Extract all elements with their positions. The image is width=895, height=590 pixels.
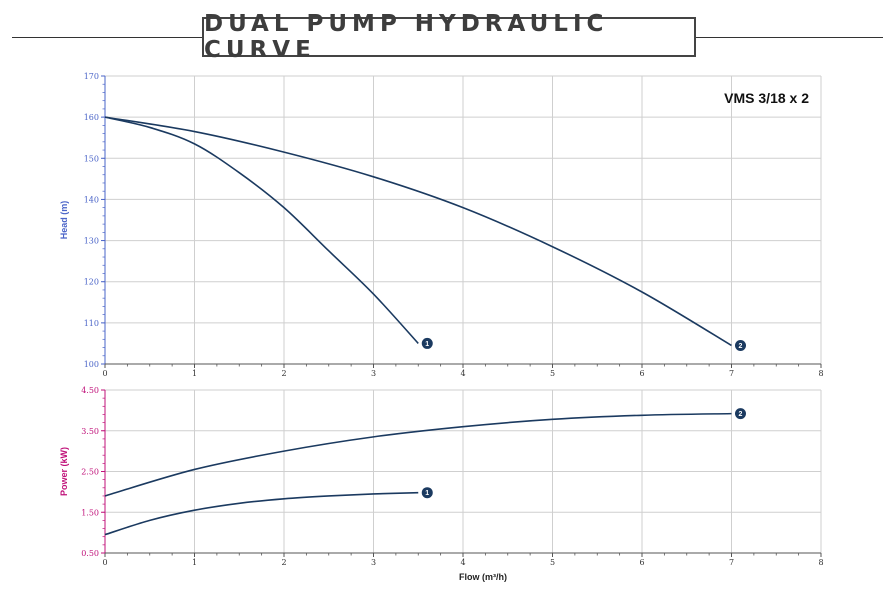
- head-y-tick-label: 170: [84, 72, 99, 81]
- power-series-2-marker: [735, 408, 746, 420]
- head-series-1-marker-label: 1: [425, 341, 429, 348]
- head-y-tick-label: 120: [84, 278, 99, 287]
- head-x-tick-label: 3: [371, 369, 376, 378]
- power-series-2-marker-label: 2: [739, 411, 743, 418]
- head-x-tick-label: 0: [102, 369, 107, 378]
- power-y-tick-label: 0.50: [81, 549, 99, 558]
- power-series-1-marker-label: 1: [425, 490, 429, 497]
- power-x-tick-label: 8: [818, 558, 823, 567]
- head-y-tick-label: 160: [84, 113, 99, 122]
- head-x-tick-label: 7: [729, 369, 734, 378]
- power-x-tick-label: 3: [371, 558, 376, 567]
- power-x-tick-label: 4: [460, 558, 465, 567]
- head-x-tick-label: 6: [639, 369, 644, 378]
- power-y-tick-label: 4.50: [81, 386, 99, 395]
- head-y-tick-label: 150: [84, 154, 99, 163]
- power-y-tick-label: 2.50: [81, 468, 99, 477]
- power-x-tick-label: 0: [102, 558, 107, 567]
- head-series-1-line: [104, 116, 419, 344]
- power-x-tick-label: 7: [729, 558, 734, 567]
- power-y-axis-title: Power (kW): [59, 447, 69, 496]
- head-x-tick-label: 8: [818, 369, 823, 378]
- header-rule-right: [696, 37, 883, 38]
- head-series-1-marker: [421, 337, 433, 349]
- head-x-tick-label: 1: [192, 369, 197, 378]
- title-box: DUAL PUMP HYDRAULIC CURVE: [202, 11, 696, 63]
- head-x-tick-label: 2: [281, 369, 286, 378]
- power-x-axis-title: Flow (m³/h): [459, 572, 507, 582]
- head-x-tick-label: 5: [550, 369, 555, 378]
- power-x-tick-label: 6: [639, 558, 644, 567]
- head-y-tick-label: 130: [84, 237, 99, 246]
- head-y-axis-title: Head (m): [59, 201, 69, 240]
- head-series-2-marker: [735, 339, 746, 351]
- power-series-2-line: [104, 412, 732, 497]
- head-series-2-marker-label: 2: [739, 343, 743, 350]
- head-y-tick-label: 110: [84, 319, 99, 328]
- power-series-1-line: [104, 491, 419, 536]
- page-title: DUAL PUMP HYDRAULIC CURVE: [204, 11, 609, 63]
- power-series-1-marker: [421, 487, 433, 499]
- power-x-tick-label: 5: [550, 558, 555, 567]
- head-x-tick-label: 4: [460, 369, 465, 378]
- chart-model-title: VMS 3/18 x 2: [724, 90, 809, 106]
- page-header: DUAL PUMP HYDRAULIC CURVE: [0, 0, 895, 70]
- power-y-tick-label: 3.50: [81, 427, 99, 436]
- header-rule-left: [12, 37, 202, 38]
- head-y-tick-label: 140: [84, 195, 99, 204]
- power-y-tick-label: 1.50: [81, 508, 99, 517]
- head-series-2-line: [104, 116, 732, 347]
- power-x-tick-label: 2: [281, 558, 286, 567]
- head-y-tick-label: 100: [84, 360, 99, 369]
- power-x-tick-label: 1: [192, 558, 197, 567]
